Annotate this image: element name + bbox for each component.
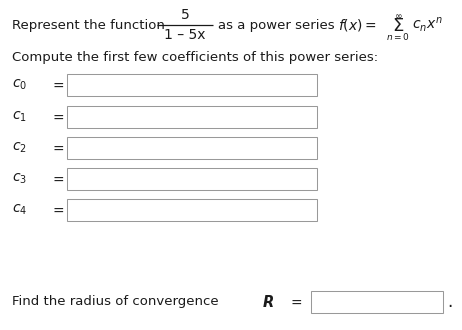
Text: Find the radius of convergence: Find the radius of convergence xyxy=(12,295,219,309)
Text: $=$: $=$ xyxy=(50,141,65,155)
Text: .: . xyxy=(447,293,452,311)
FancyBboxPatch shape xyxy=(67,137,317,159)
Text: $f(x) =$: $f(x) =$ xyxy=(338,17,377,33)
Text: $\Sigma$: $\Sigma$ xyxy=(392,17,404,35)
Text: 5: 5 xyxy=(181,8,189,22)
Text: 1 – 5x: 1 – 5x xyxy=(164,28,206,42)
Text: $=$: $=$ xyxy=(50,110,65,124)
Text: $\boldsymbol{R}$: $\boldsymbol{R}$ xyxy=(262,294,274,310)
Text: $=$: $=$ xyxy=(288,295,303,309)
FancyBboxPatch shape xyxy=(67,168,317,190)
FancyBboxPatch shape xyxy=(67,199,317,221)
Text: $c_3$: $c_3$ xyxy=(12,172,27,186)
Text: $c_0$: $c_0$ xyxy=(12,78,27,92)
FancyBboxPatch shape xyxy=(67,106,317,128)
Text: $c_n x^n$: $c_n x^n$ xyxy=(412,16,443,34)
Text: $=$: $=$ xyxy=(50,172,65,186)
Text: $n{=}0$: $n{=}0$ xyxy=(386,31,410,43)
Text: $\infty$: $\infty$ xyxy=(394,12,402,20)
Text: as a power series: as a power series xyxy=(218,18,334,31)
Text: $c_1$: $c_1$ xyxy=(12,110,27,124)
Text: Compute the first few coefficients of this power series:: Compute the first few coefficients of th… xyxy=(12,51,378,64)
Text: $=$: $=$ xyxy=(50,78,65,92)
Text: $c_2$: $c_2$ xyxy=(12,141,27,155)
Text: $=$: $=$ xyxy=(50,203,65,217)
Text: Represent the function: Represent the function xyxy=(12,18,165,31)
FancyBboxPatch shape xyxy=(67,74,317,96)
Text: $c_4$: $c_4$ xyxy=(12,203,27,217)
FancyBboxPatch shape xyxy=(311,291,443,313)
